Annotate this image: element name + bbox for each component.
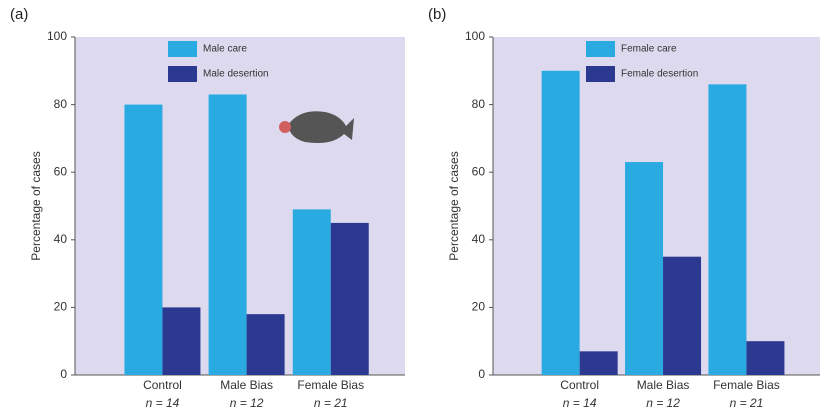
x-tick-label: Control	[560, 378, 599, 392]
y-tick-label: 60	[54, 164, 68, 178]
x-tick-label: Male Bias	[220, 378, 273, 392]
legend-label: Male desertion	[203, 69, 269, 80]
y-tick-label: 100	[47, 29, 67, 43]
x-tick-label: Female Bias	[713, 378, 780, 392]
bar	[246, 314, 285, 375]
bar	[124, 104, 163, 375]
panel-label: (a)	[10, 6, 28, 23]
sample-size-label: n = 14	[146, 396, 180, 410]
legend-label: Male care	[203, 44, 247, 55]
y-tick-label: 20	[472, 300, 486, 314]
y-tick-label: 60	[472, 164, 486, 178]
legend-swatch	[168, 41, 197, 57]
x-tick-label: Male Bias	[637, 378, 690, 392]
y-tick-label: 20	[54, 300, 68, 314]
legend-label: Female desertion	[621, 69, 698, 80]
bar	[162, 307, 201, 375]
legend-swatch	[586, 66, 615, 82]
bar	[663, 256, 702, 375]
bar	[579, 351, 618, 375]
y-tick-label: 80	[54, 97, 68, 111]
sample-size-label: n = 12	[646, 396, 680, 410]
bar	[541, 70, 580, 376]
legend-label: Female care	[621, 44, 677, 55]
panel-label: (b)	[428, 6, 446, 23]
y-tick-label: 0	[60, 367, 67, 381]
y-tick-label: 40	[472, 232, 486, 246]
y-tick-label: 0	[478, 367, 485, 381]
bar	[330, 222, 369, 375]
legend-swatch	[586, 41, 615, 57]
x-tick-label: Control	[143, 378, 182, 392]
y-tick-label: 100	[465, 29, 485, 43]
y-tick-label: 40	[54, 232, 68, 246]
fish-body	[288, 111, 354, 143]
x-tick-label: Female Bias	[297, 378, 364, 392]
fish-mouth	[279, 121, 291, 133]
y-tick-label: 80	[472, 97, 486, 111]
bar	[292, 209, 331, 375]
bar	[746, 341, 785, 375]
y-axis-label: Percentage of cases	[447, 151, 461, 260]
sample-size-label: n = 21	[314, 396, 348, 410]
legend-swatch	[168, 66, 197, 82]
bar	[208, 94, 247, 376]
sample-size-label: n = 14	[563, 396, 597, 410]
bar	[708, 84, 747, 375]
sample-size-label: n = 12	[230, 396, 264, 410]
fish-illustration	[279, 111, 354, 143]
y-axis-label: Percentage of cases	[29, 151, 43, 260]
sample-size-label: n = 21	[730, 396, 764, 410]
bar	[625, 162, 664, 375]
